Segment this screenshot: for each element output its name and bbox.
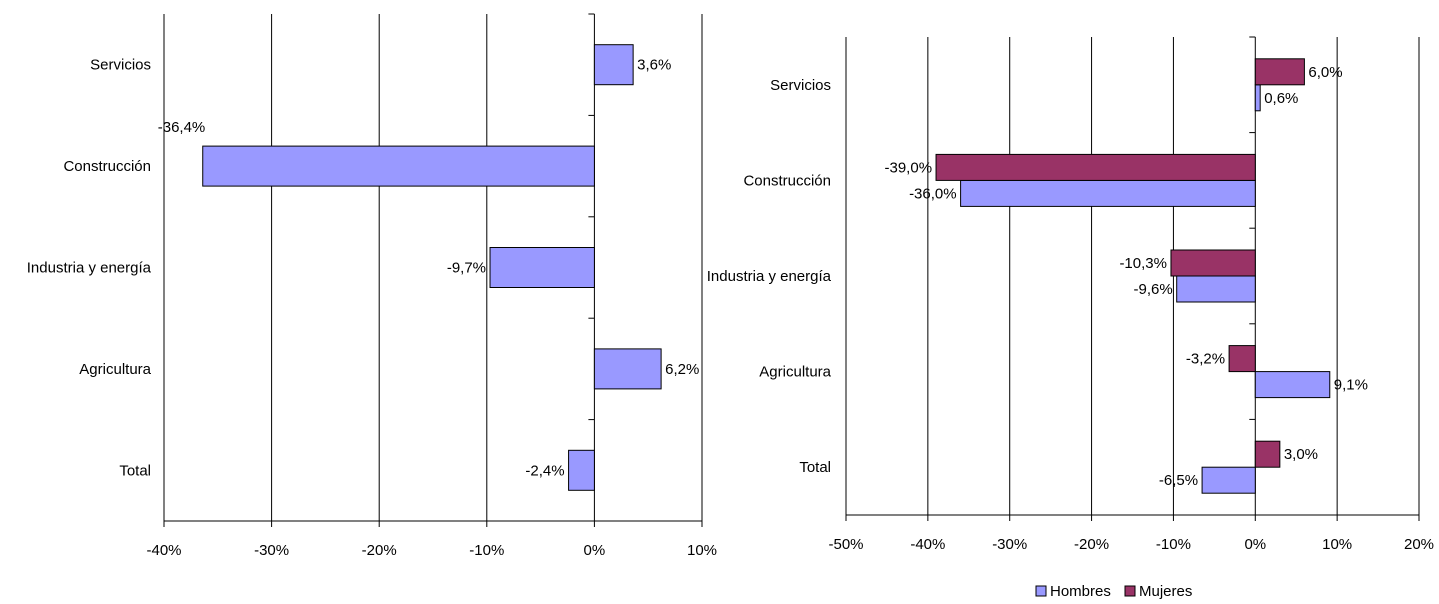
data-label: -2,4%: [525, 462, 564, 479]
legend-label: Mujeres: [1139, 583, 1192, 600]
x-tick-label: -20%: [1074, 536, 1109, 553]
x-tick-label: -30%: [992, 536, 1027, 553]
x-tick-label: -10%: [469, 542, 504, 559]
data-label: -3,2%: [1186, 351, 1225, 368]
legend-label: Hombres: [1050, 583, 1111, 600]
x-tick-label: -30%: [254, 542, 289, 559]
data-label: 6,0%: [1308, 64, 1342, 81]
category-label: Agricultura: [759, 364, 831, 381]
bar-hombres: [1254, 84, 1261, 112]
bar-hombres: [1176, 275, 1256, 303]
bar-mujeres: [1254, 440, 1281, 468]
bar-hombres: [1201, 466, 1256, 494]
bar-mujeres: [1170, 249, 1256, 277]
legend: Hombres Mujeres: [1035, 583, 1192, 600]
bar-mujeres: [1228, 345, 1256, 373]
category-label: Industria y energía: [707, 268, 832, 285]
x-tick-label: 10%: [687, 542, 717, 559]
bar-value: [489, 247, 595, 288]
x-tick-label: -10%: [1156, 536, 1191, 553]
chart-left: -40% -30% -20% -10% 0% 10% Servicios Construcci…: [27, 13, 717, 559]
category-label: Industria y energía: [27, 260, 152, 277]
category-label: Total: [119, 462, 151, 479]
category-label: Agricultura: [79, 361, 151, 378]
category-label: Construcción: [743, 172, 831, 189]
x-tick-label: -20%: [362, 542, 397, 559]
data-label: -10,3%: [1119, 255, 1167, 272]
x-tick-label: -40%: [146, 542, 181, 559]
data-label: -6,5%: [1159, 472, 1198, 489]
data-label: 9,1%: [1334, 377, 1368, 394]
data-label: 6,2%: [665, 361, 699, 378]
bar-value: [593, 348, 662, 390]
category-label: Total: [799, 459, 831, 476]
x-tick-label: 0%: [584, 542, 606, 559]
x-tick-label: 20%: [1404, 536, 1434, 553]
bar-value: [202, 145, 595, 187]
data-label: -9,7%: [447, 260, 486, 277]
x-tick-label: -40%: [910, 536, 945, 553]
chart-right: -50% -40% -30% -20% -10% 0% 10% 20% Servicios Con…: [707, 36, 1434, 553]
bar-hombres: [1254, 371, 1331, 399]
category-label: Servicios: [770, 77, 831, 94]
x-tick-label: -50%: [828, 536, 863, 553]
data-label: -9,6%: [1134, 281, 1173, 298]
legend-swatch: [1124, 585, 1136, 597]
bar-value: [568, 449, 595, 491]
data-label: 3,0%: [1284, 446, 1318, 463]
x-tick-label: 0%: [1244, 536, 1266, 553]
bar-value: [593, 44, 634, 86]
bar-mujeres: [1254, 58, 1305, 86]
bar-hombres: [960, 179, 1256, 207]
data-label: -39,0%: [885, 159, 933, 176]
category-label: Construcción: [63, 158, 151, 175]
data-label: 3,6%: [637, 57, 671, 74]
data-label: -36,0%: [909, 185, 957, 202]
data-label: -36,4%: [158, 119, 206, 136]
data-label: 0,6%: [1264, 90, 1298, 107]
category-label: Servicios: [90, 57, 151, 74]
x-tick-label: 10%: [1322, 536, 1352, 553]
legend-swatch: [1035, 585, 1047, 597]
bar-mujeres: [935, 153, 1256, 181]
